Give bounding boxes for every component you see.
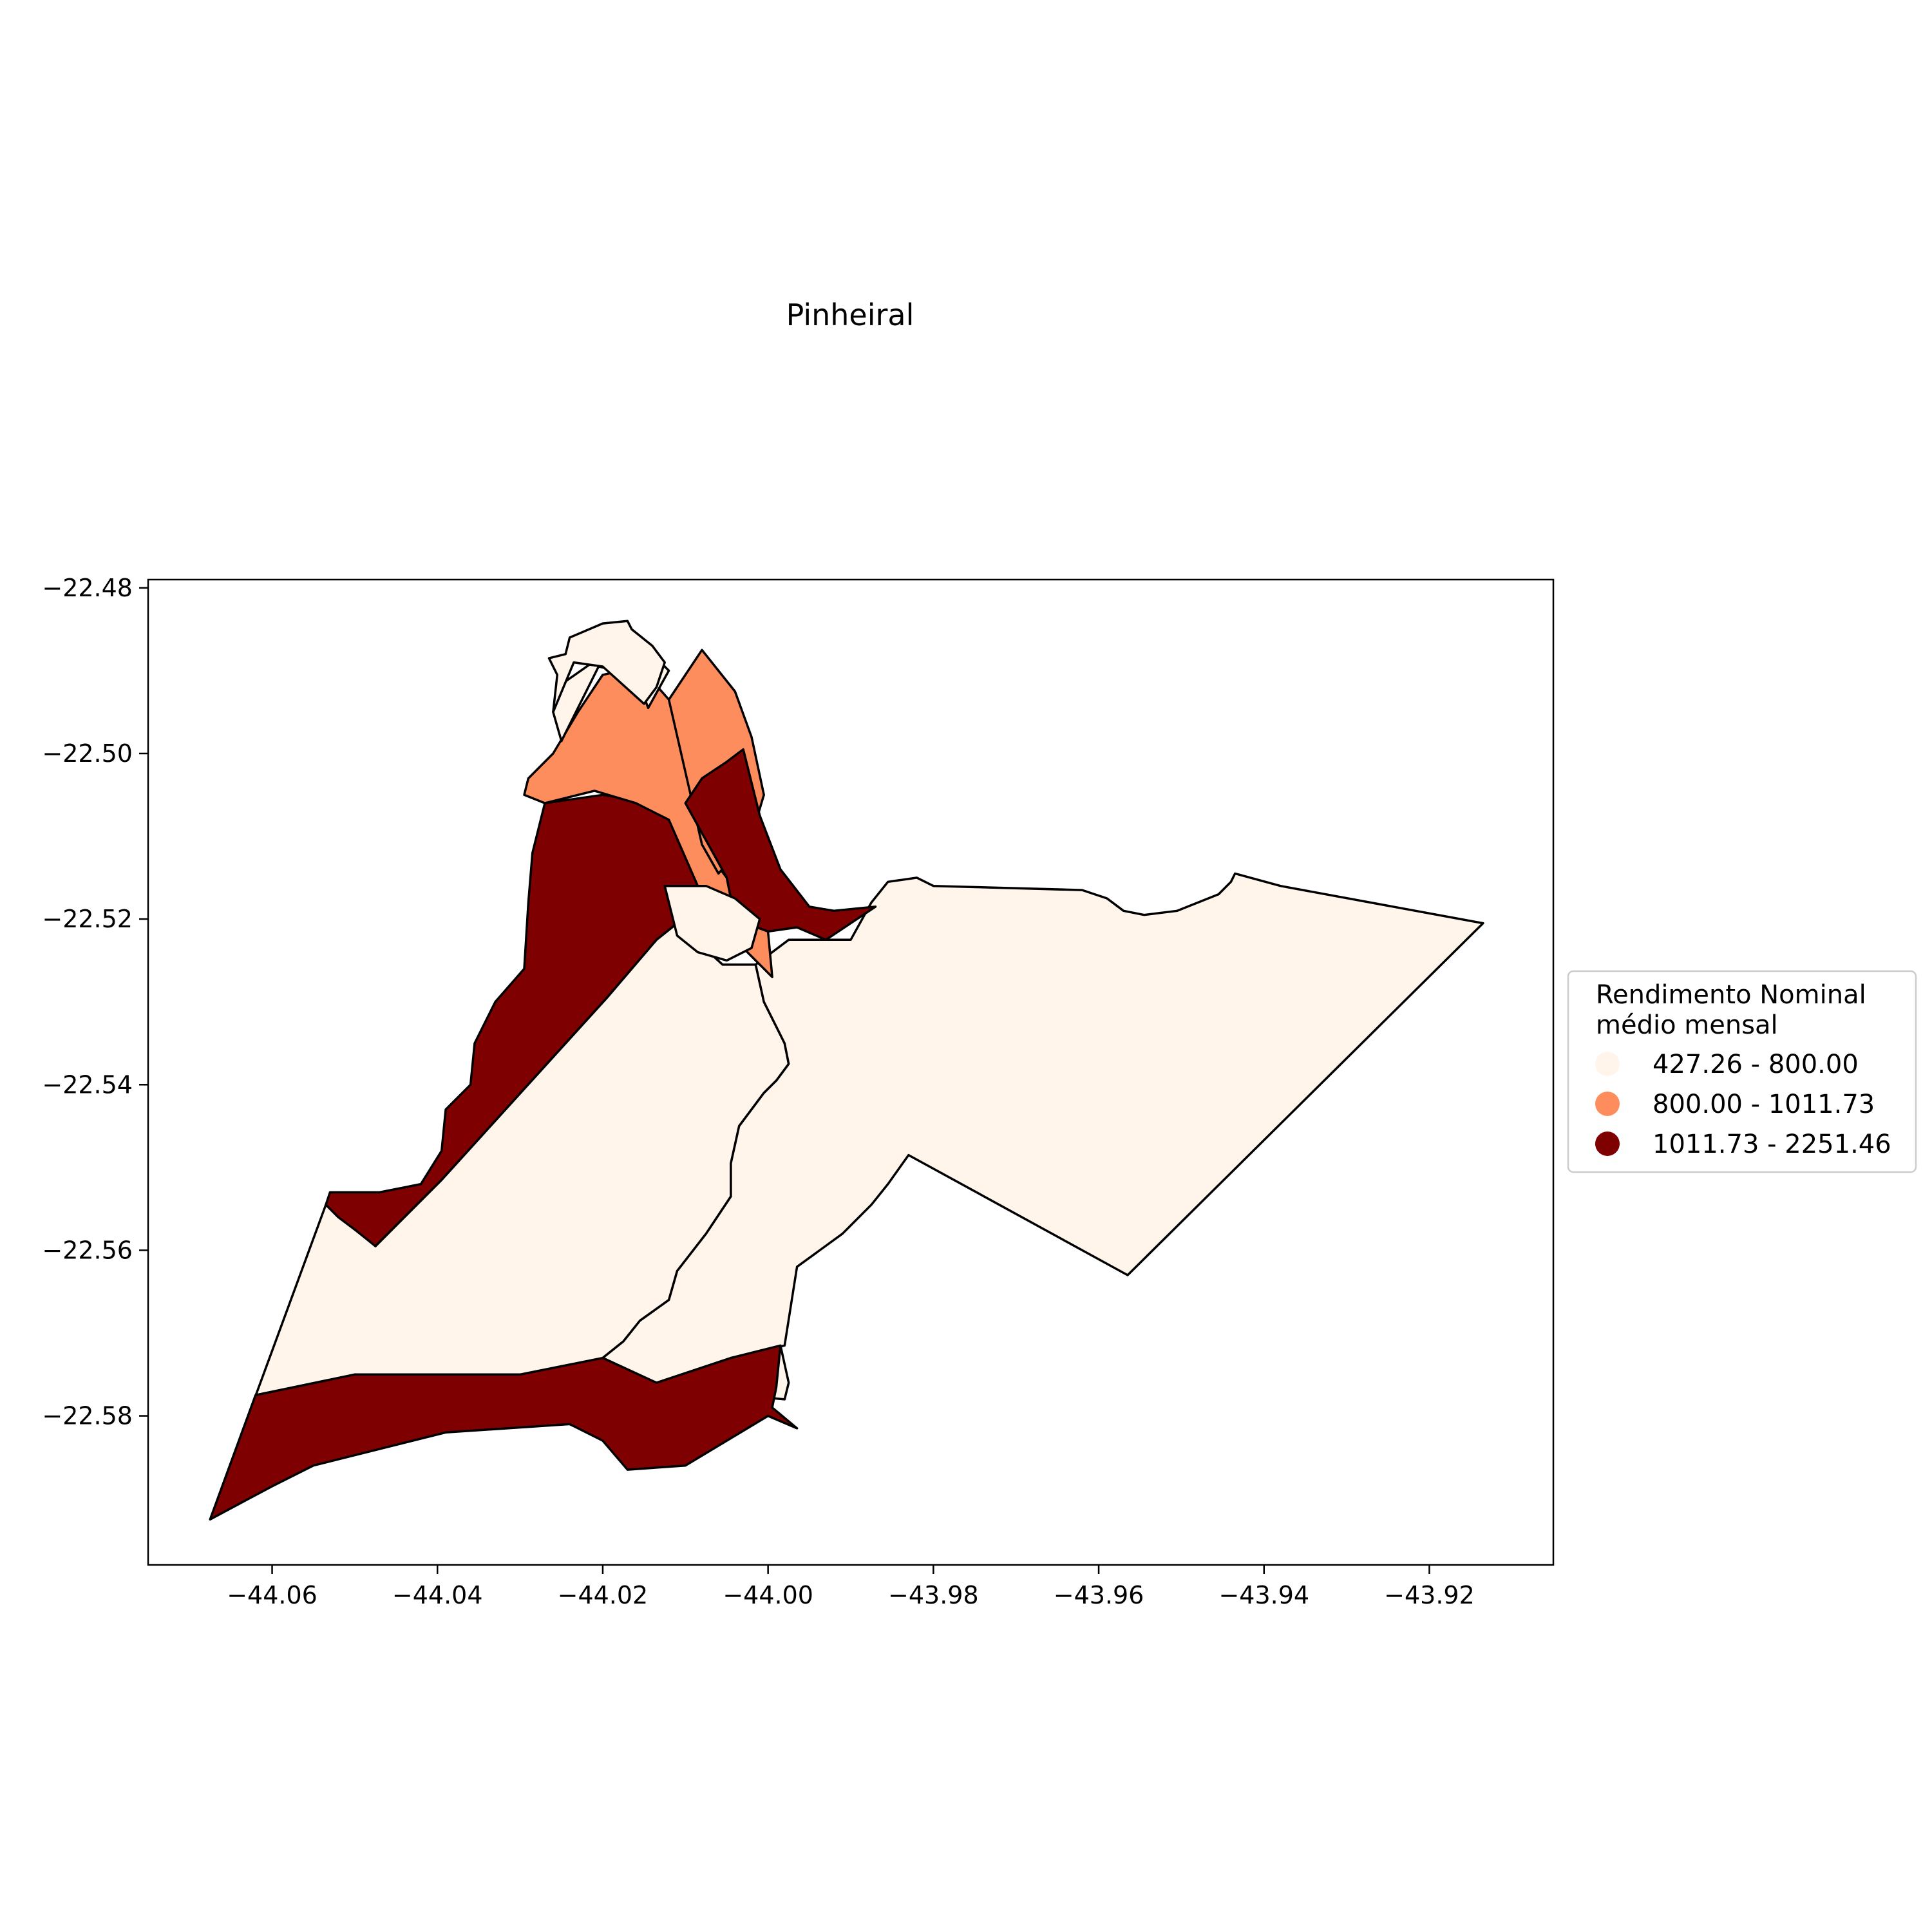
region-7 bbox=[663, 884, 761, 962]
x-tick-label: −44.06 bbox=[227, 1581, 317, 1609]
x-tick-label: −44.04 bbox=[392, 1581, 483, 1609]
x-tick-label: −43.98 bbox=[888, 1581, 979, 1609]
legend-label-0: 427.26 - 800.00 bbox=[1653, 1050, 1859, 1079]
y-axis-ticks: −22.48 −22.50 −22.52 −22.54 −22.56 −22.58 bbox=[42, 574, 148, 1430]
axes-frame bbox=[147, 578, 1555, 1566]
map-regions bbox=[209, 620, 1484, 1521]
x-tick-label: −43.94 bbox=[1218, 1581, 1309, 1609]
legend-title-line2: médio mensal bbox=[1596, 1010, 1778, 1040]
legend-label-1: 800.00 - 1011.73 bbox=[1653, 1090, 1875, 1119]
legend-marker-1 bbox=[1595, 1092, 1620, 1116]
map-title: Pinheiral bbox=[786, 298, 914, 332]
legend-label-2: 1011.73 - 2251.46 bbox=[1653, 1130, 1891, 1159]
legend-marker-0 bbox=[1595, 1052, 1620, 1076]
y-tick-label: −22.56 bbox=[42, 1236, 133, 1264]
x-tick-label: −43.92 bbox=[1384, 1581, 1475, 1609]
y-tick-label: −22.52 bbox=[42, 905, 133, 933]
legend-items: 427.26 - 800.00 800.00 - 1011.73 1011.73 -… bbox=[1595, 1050, 1891, 1159]
x-tick-label: −43.96 bbox=[1054, 1581, 1144, 1609]
region-1 bbox=[601, 872, 1484, 1384]
region-9 bbox=[547, 620, 666, 714]
legend-box bbox=[1567, 970, 1917, 1173]
region-2 bbox=[209, 1344, 799, 1521]
legend: Rendimento Nominal médio mensal 427.26 -… bbox=[1567, 970, 1917, 1173]
y-tick-label: −22.54 bbox=[42, 1070, 133, 1099]
region-3 bbox=[325, 793, 703, 1247]
legend-title-line1: Rendimento Nominal bbox=[1596, 980, 1866, 1010]
x-tick-label: −44.02 bbox=[558, 1581, 649, 1609]
x-tick-label: −44.00 bbox=[723, 1581, 813, 1609]
x-axis-ticks: −44.06 −44.04 −44.02 −44.00 −43.98 −43.96 −43.… bbox=[227, 1565, 1475, 1609]
legend-marker-2 bbox=[1595, 1132, 1620, 1156]
y-tick-label: −22.50 bbox=[42, 739, 133, 768]
y-tick-label: −22.48 bbox=[42, 574, 133, 602]
y-tick-label: −22.58 bbox=[42, 1402, 133, 1430]
